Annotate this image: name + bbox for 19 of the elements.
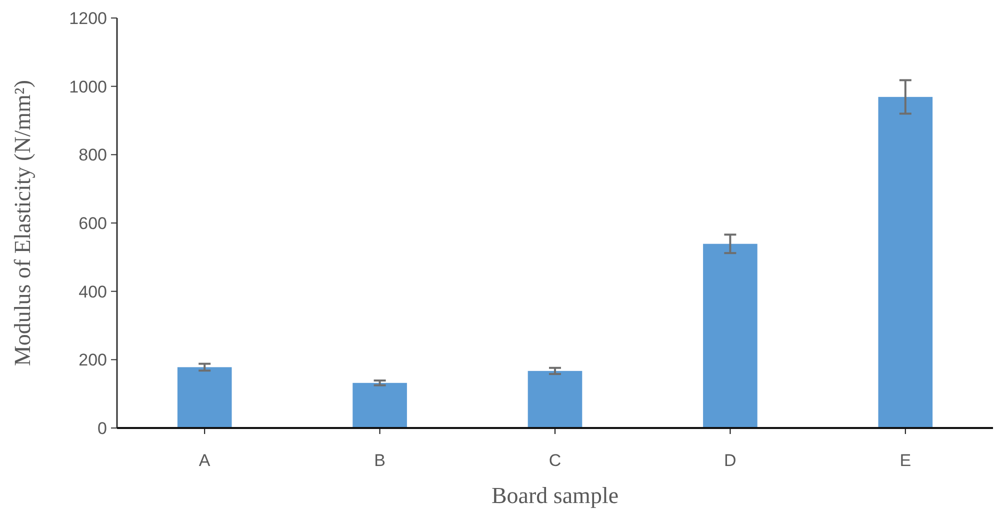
bar xyxy=(177,367,232,428)
y-tick-label: 1200 xyxy=(69,8,107,28)
x-tick-label: E xyxy=(900,451,912,470)
y-tick-label: 0 xyxy=(98,418,107,438)
x-tick-label: A xyxy=(198,451,211,470)
x-tick-label: C xyxy=(548,451,562,470)
bar xyxy=(528,370,582,428)
bar xyxy=(878,96,933,428)
y-tick-label: 1000 xyxy=(69,77,107,96)
y-tick-label: 200 xyxy=(78,350,107,370)
x-tick-label: D xyxy=(724,451,736,470)
bar xyxy=(352,382,407,428)
y-tick-label: 400 xyxy=(78,282,107,302)
x-tick-label: B xyxy=(374,451,386,470)
y-tick-label: 800 xyxy=(78,146,107,165)
bar xyxy=(703,244,758,428)
y-axis-title: Modulus of Elasticity (N/mm²) xyxy=(10,80,35,366)
x-axis-title: Board sample xyxy=(491,483,619,508)
y-tick-label: 600 xyxy=(78,214,107,233)
